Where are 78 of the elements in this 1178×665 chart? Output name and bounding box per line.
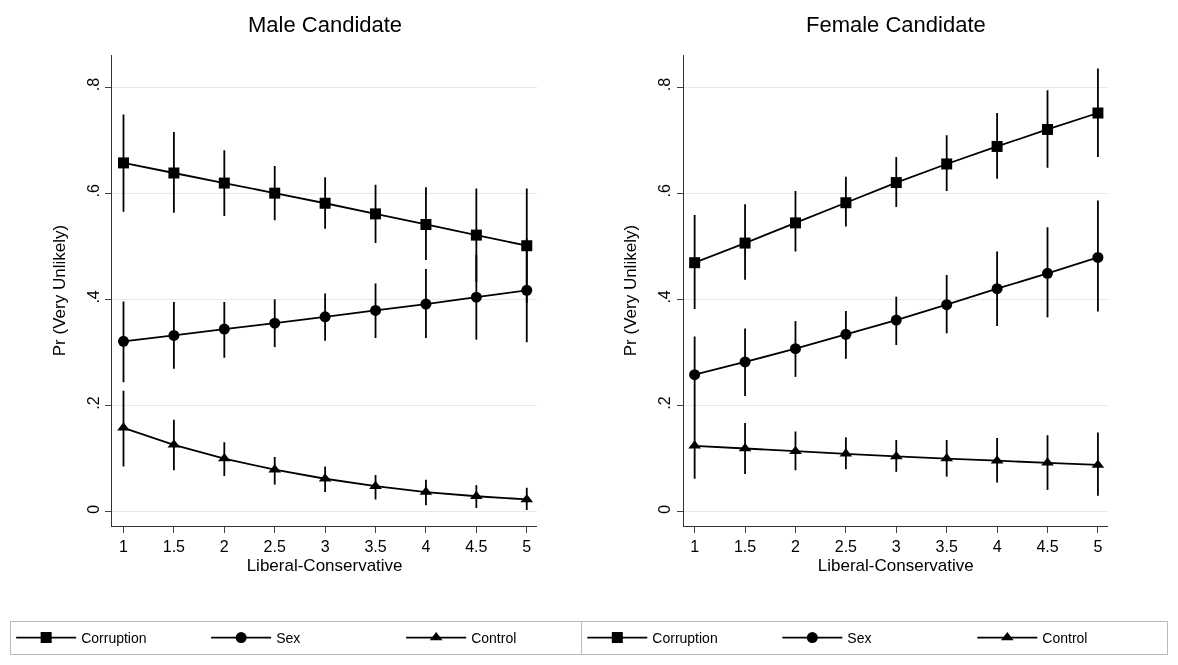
point bbox=[1042, 123, 1054, 135]
chart-title: Male Candidate bbox=[248, 12, 403, 37]
point bbox=[840, 197, 852, 209]
point bbox=[1042, 267, 1054, 279]
y-tick-label: .6 bbox=[656, 184, 674, 198]
point bbox=[1092, 251, 1104, 263]
y-tick-label: .8 bbox=[85, 77, 102, 92]
point bbox=[689, 257, 701, 269]
x-tick-label: 4 bbox=[421, 538, 431, 556]
x-tick-label: 3.5 bbox=[935, 538, 958, 556]
point bbox=[789, 343, 801, 355]
point bbox=[168, 167, 180, 179]
legend-label: Sex bbox=[276, 630, 301, 647]
point bbox=[521, 284, 533, 296]
point bbox=[890, 177, 902, 189]
legend-label: Control bbox=[1042, 630, 1088, 647]
x-tick-label: 4.5 bbox=[1036, 538, 1059, 556]
point bbox=[991, 283, 1003, 295]
x-tick-label: 2.5 bbox=[834, 538, 858, 556]
x-tick-label: 3.5 bbox=[364, 538, 387, 556]
point bbox=[117, 335, 129, 347]
y-tick-label: .4 bbox=[656, 290, 674, 304]
point bbox=[218, 323, 230, 335]
point bbox=[941, 299, 953, 311]
x-tick-label: 2 bbox=[791, 538, 801, 556]
y-tick-label: 0 bbox=[85, 504, 102, 514]
y-axis-title: Pr (Very Unlikely) bbox=[620, 224, 640, 357]
point bbox=[168, 329, 180, 341]
point bbox=[420, 298, 432, 310]
point bbox=[470, 229, 482, 241]
x-axis-title: Liberal-Conservative bbox=[246, 555, 403, 575]
point bbox=[319, 197, 331, 209]
x-tick-label: 1 bbox=[690, 538, 700, 556]
point bbox=[370, 304, 382, 316]
legend-label: Control bbox=[471, 630, 517, 647]
x-axis-title: Liberal-Conservative bbox=[817, 555, 974, 575]
point bbox=[319, 311, 331, 323]
x-tick-label: 5 bbox=[522, 538, 532, 556]
x-tick-label: 3 bbox=[320, 538, 330, 556]
point bbox=[470, 291, 482, 303]
point bbox=[890, 314, 902, 326]
x-tick-label: 2 bbox=[219, 538, 229, 556]
y-tick-label: .4 bbox=[85, 290, 102, 304]
y-tick-label: .8 bbox=[656, 77, 674, 92]
point bbox=[470, 490, 483, 500]
point bbox=[739, 356, 751, 368]
point bbox=[117, 157, 129, 169]
point bbox=[420, 218, 432, 230]
point bbox=[269, 187, 281, 199]
x-tick-label: 3 bbox=[891, 538, 901, 556]
y-tick-label: .2 bbox=[85, 396, 102, 410]
x-tick-label: 1.5 bbox=[162, 538, 186, 556]
x-tick-label: 1 bbox=[119, 538, 129, 556]
point bbox=[889, 450, 903, 460]
point bbox=[689, 369, 701, 381]
y-tick-label: .2 bbox=[656, 396, 674, 410]
legend-label: Corruption bbox=[652, 630, 718, 647]
x-tick-label: 4 bbox=[992, 538, 1002, 556]
point bbox=[991, 140, 1003, 152]
x-tick-label: 1.5 bbox=[733, 538, 757, 556]
legend-label: Corruption bbox=[81, 630, 147, 647]
point bbox=[739, 237, 751, 249]
point bbox=[941, 158, 953, 170]
legend-label: Sex bbox=[847, 630, 872, 647]
x-tick-label: 2.5 bbox=[263, 538, 286, 556]
y-axis-title: Pr (Very Unlikely) bbox=[49, 224, 69, 357]
point bbox=[269, 317, 281, 329]
x-tick-label: 5 bbox=[1093, 538, 1103, 556]
y-tick-label: 0 bbox=[656, 504, 674, 514]
y-tick-label: .6 bbox=[85, 184, 102, 198]
point bbox=[370, 208, 382, 220]
point bbox=[520, 493, 534, 503]
point bbox=[1092, 107, 1104, 119]
point bbox=[218, 177, 230, 189]
x-tick-label: 4.5 bbox=[465, 538, 488, 556]
chart-title: Female Candidate bbox=[806, 12, 986, 37]
point bbox=[840, 328, 852, 340]
point bbox=[789, 217, 801, 229]
